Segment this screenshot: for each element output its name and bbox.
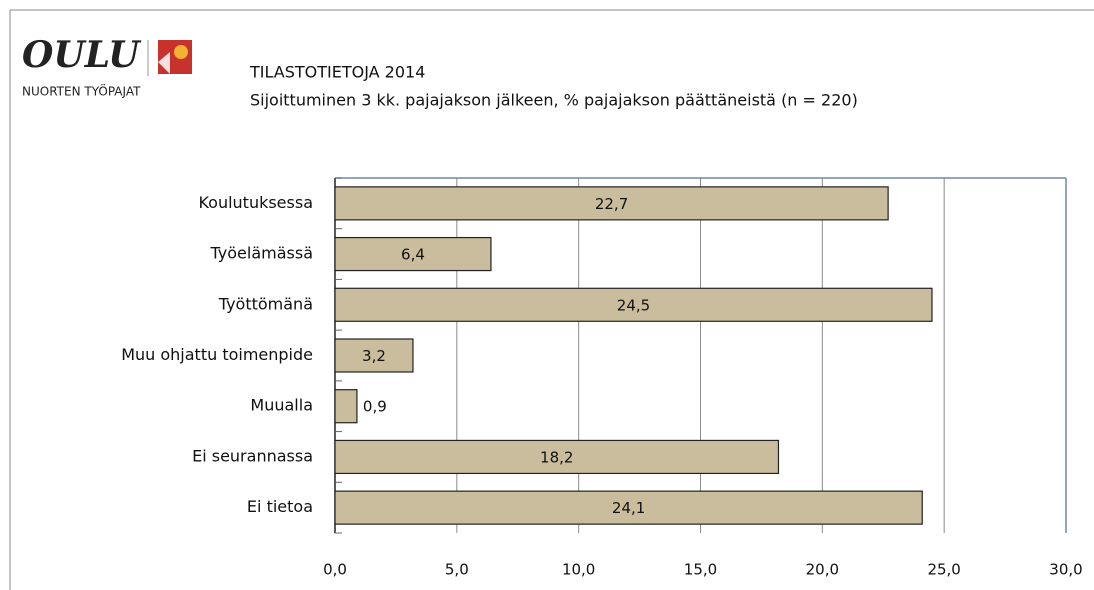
bar [334, 389, 358, 424]
x-tick-label: 0,0 [323, 561, 347, 579]
bar [334, 338, 414, 373]
chart-subtitle: Sijoittuminen 3 kk. pajajakson jälkeen, … [250, 91, 858, 110]
value-label: 18,2 [540, 448, 573, 466]
bar [334, 186, 889, 221]
bar [334, 236, 492, 272]
logo-tagline: NUORTEN TYÖPAJAT [22, 83, 141, 99]
value-label: 22,7 [595, 195, 628, 213]
chart-title: TILASTOTIETOJA 2014 [249, 63, 425, 82]
x-tick-label: 20,0 [806, 561, 839, 579]
logo-name: OULU [22, 34, 142, 76]
y-tick-label: Ei seurannassa [192, 446, 313, 465]
y-tick-label: Koulutuksessa [198, 193, 313, 212]
y-tick-label: Työelämässä [210, 244, 314, 263]
x-tick-label: 25,0 [927, 561, 960, 579]
y-tick-label: Ei tietoa [247, 497, 313, 516]
x-tick-label: 15,0 [684, 561, 717, 579]
value-label: 0,9 [363, 398, 387, 416]
logo-icon [158, 40, 192, 74]
x-tick-label: 30,0 [1049, 561, 1082, 579]
y-tick-label: Muualla [250, 396, 313, 415]
value-label: 24,1 [612, 499, 645, 517]
bar [334, 287, 933, 322]
x-tick-label: 10,0 [562, 561, 595, 579]
bar [334, 490, 923, 525]
x-tick-label: 5,0 [445, 561, 469, 579]
bar [334, 439, 780, 475]
y-tick-label: Muu ohjattu toimenpide [121, 345, 313, 364]
value-label: 6,4 [401, 246, 425, 264]
value-label: 3,2 [362, 347, 386, 365]
y-tick-label: Työttömänä [218, 294, 313, 313]
value-label: 24,5 [617, 296, 650, 314]
